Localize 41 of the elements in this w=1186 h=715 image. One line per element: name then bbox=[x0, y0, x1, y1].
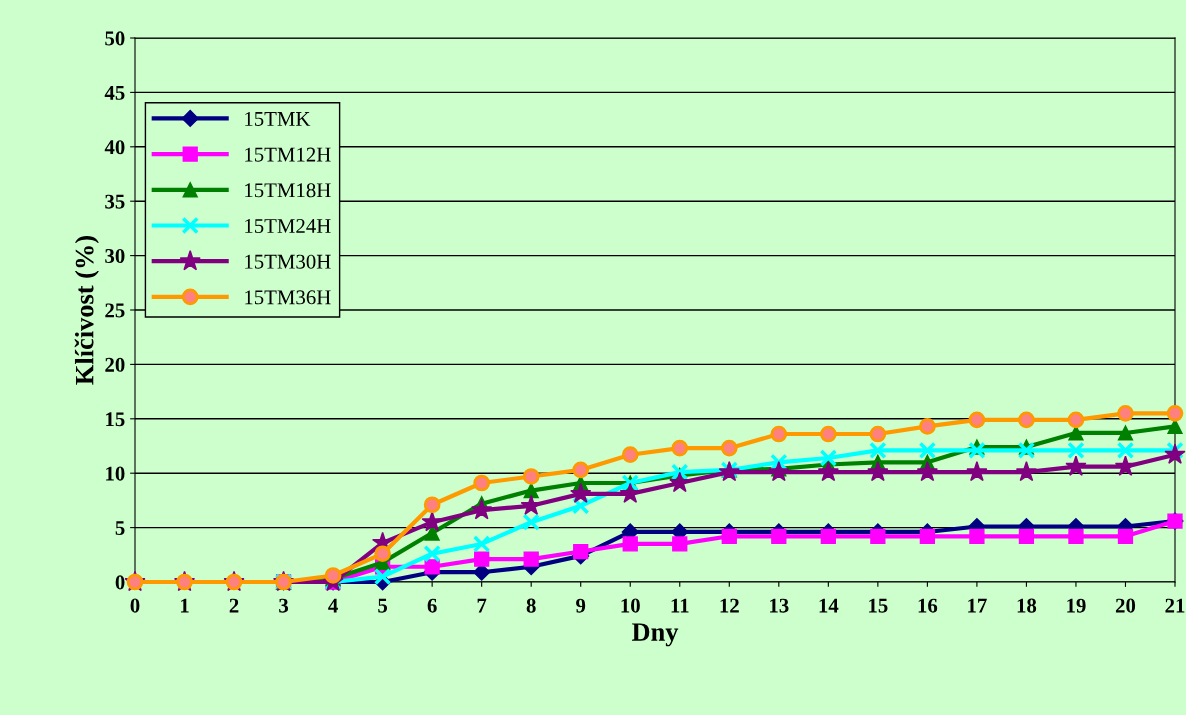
y-tick-label: 15 bbox=[106, 412, 125, 427]
legend-label: 15TM30H bbox=[245, 254, 331, 269]
x-tick-label: 20 bbox=[1115, 598, 1136, 613]
x-tick-label: 19 bbox=[1067, 598, 1086, 613]
y-tick-label: 20 bbox=[105, 357, 125, 372]
y-tick-label: 10 bbox=[106, 466, 125, 481]
legend-label: 15TM36H bbox=[245, 290, 331, 305]
x-tick-label: 16 bbox=[918, 598, 938, 613]
legend-label: 15TM18H bbox=[245, 183, 331, 198]
legend-label: 15TM24H bbox=[245, 219, 331, 233]
x-tick-label: 4 bbox=[328, 598, 338, 613]
x-tick-label: 5 bbox=[378, 598, 388, 613]
y-tick-label: 45 bbox=[104, 85, 125, 100]
x-tick-label: 10 bbox=[621, 598, 640, 613]
x-tick-label: 11 bbox=[671, 598, 689, 613]
x-tick-label: 6 bbox=[427, 598, 437, 613]
x-tick-label: 3 bbox=[279, 598, 289, 613]
x-tick-label: 17 bbox=[968, 598, 987, 613]
legend-label: 15TM12H bbox=[245, 147, 331, 162]
x-tick-label: 2 bbox=[229, 598, 239, 613]
x-tick-label: 8 bbox=[526, 598, 536, 613]
x-axis-title: Dny bbox=[632, 623, 679, 647]
x-tick-label: 14 bbox=[819, 598, 839, 613]
y-tick-label: 25 bbox=[105, 303, 125, 318]
x-tick-label: 9 bbox=[576, 598, 586, 613]
x-tick-label: 13 bbox=[770, 598, 789, 613]
x-tick-label: 18 bbox=[1017, 598, 1037, 613]
y-tick-label: 30 bbox=[105, 248, 125, 264]
x-tick-label: 7 bbox=[477, 598, 487, 613]
x-tick-label: 15 bbox=[869, 598, 888, 613]
x-tick-label: 21 bbox=[1165, 598, 1185, 613]
y-tick-label: 40 bbox=[104, 140, 125, 155]
y-tick-label: 50 bbox=[105, 31, 125, 46]
legend-label: 15TMK bbox=[245, 111, 311, 126]
x-tick-label: 12 bbox=[720, 598, 739, 613]
x-tick-label: 0 bbox=[130, 598, 140, 613]
y-tick-label: 35 bbox=[105, 194, 125, 209]
x-tick-label: 1 bbox=[180, 598, 189, 613]
y-axis-title: Klíčivost (%) bbox=[74, 236, 99, 385]
y-tick-label: 0 bbox=[115, 575, 125, 590]
y-tick-label: 5 bbox=[115, 521, 125, 536]
